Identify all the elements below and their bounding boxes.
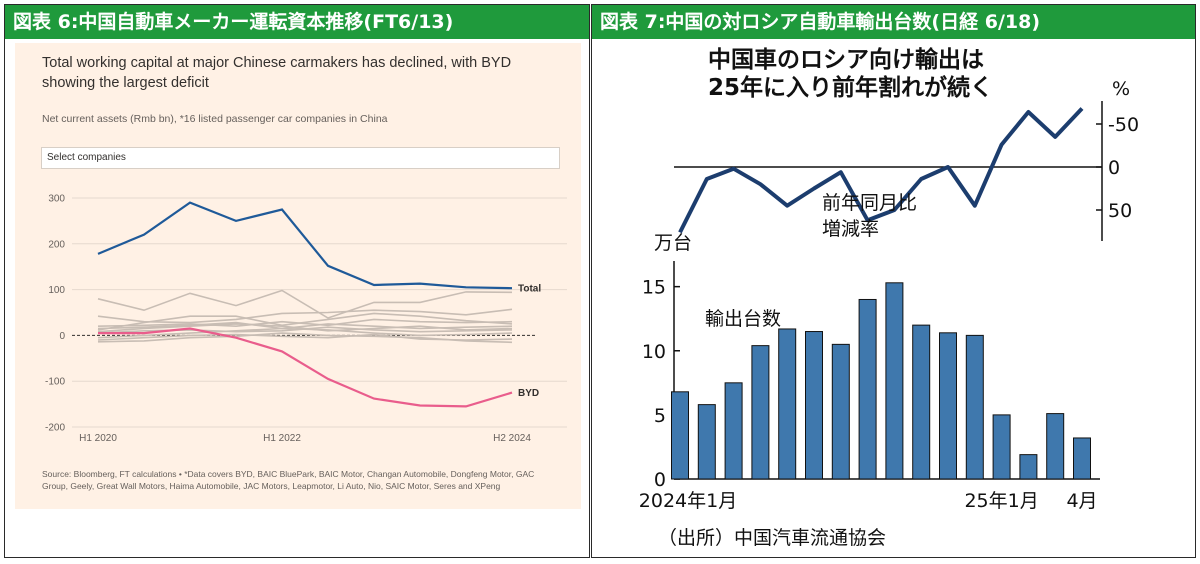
- ft-y-tick-label: -100: [45, 377, 65, 388]
- ft-chart-subtitle: Net current assets (Rmb bn), *16 listed …: [42, 113, 388, 125]
- ft-company-line: [97, 318, 513, 328]
- select-companies-dropdown[interactable]: Select companies: [41, 147, 560, 169]
- nk-bar: [992, 414, 1011, 480]
- ft-byd-label: BYD: [518, 388, 539, 399]
- ft-company-line: [97, 312, 513, 331]
- nk-bar: [858, 298, 877, 480]
- nk-bar: [778, 328, 797, 480]
- ft-source-line-2: Group, Geely, Great Wall Motors, Haima A…: [42, 481, 501, 491]
- nk-right-tick-label: -50: [1108, 114, 1139, 136]
- nk-yoy-label-line-1: 前年同月比: [822, 192, 917, 214]
- nk-title-line-1: 中国車のロシア向け輸出は: [708, 46, 984, 73]
- nk-yoy-line-layer: 50 0 -50%: [674, 78, 1139, 241]
- nk-bar: [885, 282, 904, 480]
- nk-bar: [1073, 437, 1091, 480]
- nk-bar: [1046, 413, 1065, 480]
- ft-y-tick-label: 200: [48, 239, 65, 250]
- nk-bar: [751, 345, 770, 480]
- nk-right-tick-label: 50: [1108, 200, 1132, 222]
- nk-bar-series-label: 輸出台数: [705, 308, 781, 330]
- ft-y-tick-label: 0: [59, 331, 65, 342]
- left-panel-header: 図表 6:中国自動車メーカー運転資本推移(FT6/13): [5, 5, 589, 39]
- ft-y-tick-label: -200: [45, 423, 65, 434]
- nk-title-line-2: 25年に入り前年割れが続く: [708, 74, 993, 101]
- nk-bar-x-tick-label: 4月: [1066, 490, 1097, 512]
- ft-company-line: [97, 308, 513, 324]
- ft-chart-area: Total working capital at major Chinese c…: [15, 43, 581, 509]
- ft-y-tick-label: 100: [48, 285, 65, 296]
- nk-bar: [939, 332, 957, 480]
- nk-bar: [1019, 454, 1038, 480]
- ft-plot-layer: 300 200 100 0 -100 -200 H1 2020 H1 2022 H2 2024 T…: [45, 194, 567, 444]
- ft-chart-title-line-2: showing the largest deficit: [42, 75, 209, 91]
- nk-bar-x-tick-label: 2024年1月: [639, 490, 737, 512]
- ft-x-tick-label: H2 2024: [493, 433, 531, 444]
- nk-bar-tick-label: 15: [642, 277, 666, 299]
- right-panel: 図表 7:中国の対ロシア自動車輸出台数(日経 6/18) 中国車のロシア向け輸出…: [591, 4, 1196, 558]
- ft-x-tick-label: H1 2020: [79, 433, 117, 444]
- ft-x-tick-label: H1 2022: [263, 433, 301, 444]
- nk-yoy-line: [678, 107, 1084, 234]
- ft-company-line: [97, 327, 513, 339]
- ft-line-chart: Total working capital at major Chinese c…: [42, 55, 567, 491]
- nk-bar: [805, 331, 823, 480]
- ft-total-label: Total: [518, 284, 541, 295]
- ft-source-line-1: Source: Bloomberg, FT calculations • *Da…: [42, 469, 534, 479]
- ft-byd-line: [98, 327, 513, 408]
- ft-total-line: [97, 201, 513, 290]
- nk-percent-unit: %: [1112, 78, 1130, 100]
- nk-bar: [965, 334, 984, 480]
- nk-bar: [724, 382, 743, 480]
- ft-company-line: [97, 289, 513, 319]
- nk-bar-tick-label: 10: [642, 341, 666, 363]
- ft-company-line: [97, 332, 513, 344]
- nk-bar-x-tick-label: 25年1月: [964, 490, 1038, 512]
- nk-right-tick-label: 0: [1108, 157, 1120, 179]
- nk-bar: [912, 324, 931, 480]
- right-panel-header: 図表 7:中国の対ロシア自動車輸出台数(日経 6/18): [592, 5, 1195, 39]
- ft-y-tick-label: 300: [48, 194, 65, 205]
- nk-bar: [671, 391, 689, 480]
- nk-bar: [831, 343, 850, 480]
- nk-bar-unit: 万台: [654, 232, 692, 254]
- nk-bar: [697, 404, 716, 480]
- nk-bar-tick-label: 5: [654, 405, 666, 427]
- ft-chart-title-line-1: Total working capital at major Chinese c…: [42, 55, 511, 71]
- nk-bar-tick-label: 0: [654, 469, 666, 491]
- nk-source: （出所）中国汽車流通協会: [658, 527, 886, 549]
- nikkei-chart: 中国車のロシア向け輸出は 25年に入り前年割れが続く 500-50% 前年同月比…: [639, 46, 1139, 549]
- nk-yoy-label-line-2: 増減率: [822, 218, 879, 240]
- left-panel: 図表 6:中国自動車メーカー運転資本推移(FT6/13) Total worki…: [4, 4, 590, 558]
